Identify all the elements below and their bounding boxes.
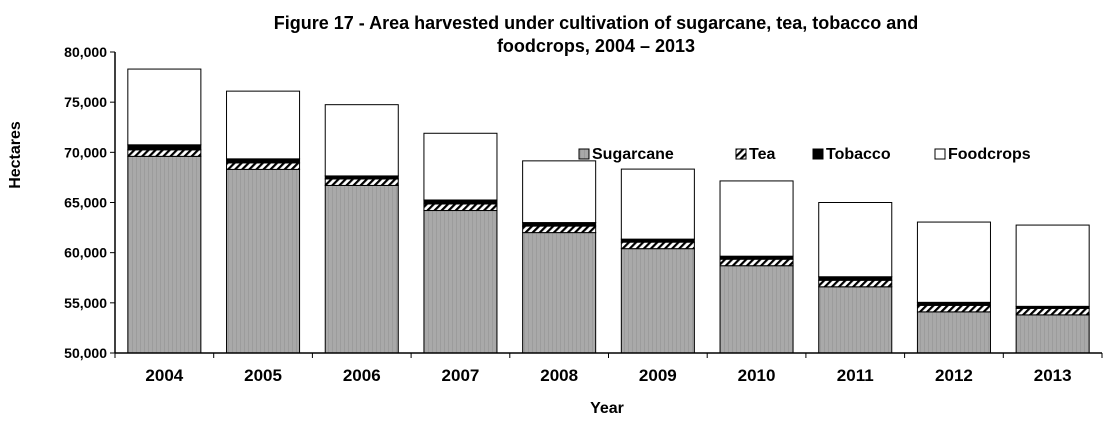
legend: Sugarcane Tea Tobacco Foodcrops (578, 146, 1031, 163)
bar-foodcrops-2004 (127, 68, 202, 146)
y-axis-title: Hectares (7, 121, 24, 189)
y-tick-label: 50,000 (64, 345, 107, 361)
chart-title-line1: Figure 17 - Area harvested under cultiva… (274, 13, 919, 33)
bar-tea-2007 (423, 203, 498, 212)
x-tick-label: 2010 (738, 366, 776, 385)
bar-sugarcane-2012 (916, 311, 991, 354)
legend-label-sugarcane: Sugarcane (592, 146, 674, 163)
x-tick-label: 2007 (442, 366, 480, 385)
bar-foodcrops-2012 (916, 221, 991, 303)
bar-sugarcane-2004 (127, 155, 202, 354)
x-tick-label: 2013 (1034, 366, 1072, 385)
bar-sugarcane-2009 (620, 248, 695, 354)
bar-tobacco-2004 (127, 144, 202, 151)
bar-foodcrops-2006 (324, 104, 399, 177)
bar-tea-2011 (818, 279, 893, 288)
bar-tea-2013 (1015, 307, 1090, 316)
chart-title-line2: foodcrops, 2004 – 2013 (497, 36, 695, 56)
bar-tea-2008 (522, 225, 597, 234)
y-tick-label: 65,000 (64, 195, 107, 211)
bar-sugarcane-2011 (818, 286, 893, 354)
bar-foodcrops-2011 (818, 202, 893, 278)
bar-sugarcane-2010 (719, 265, 794, 354)
bar-foodcrops-2013 (1015, 224, 1090, 307)
bar-tobacco-2011 (818, 276, 893, 281)
bar-tea-2006 (324, 178, 399, 186)
bars-layer (127, 68, 1090, 354)
bar-tea-2004 (127, 149, 202, 157)
legend-swatch-tea (735, 148, 747, 160)
x-tick-label: 2005 (244, 366, 282, 385)
x-axis-title: Year (590, 400, 624, 417)
x-tick-label: 2006 (343, 366, 381, 385)
bar-tea-2010 (719, 258, 794, 267)
legend-swatch-tobacco (812, 148, 824, 160)
bar-sugarcane-2013 (1015, 314, 1090, 354)
bar-tobacco-2007 (423, 199, 498, 205)
bar-sugarcane-2005 (226, 168, 301, 354)
bar-foodcrops-2009 (620, 168, 695, 240)
x-tick-label: 2009 (639, 366, 677, 385)
legend-label-foodcrops: Foodcrops (948, 146, 1031, 163)
x-tick-label: 2004 (145, 366, 183, 385)
legend-swatch-foodcrops (934, 148, 946, 160)
bar-tobacco-2005 (226, 158, 301, 164)
bar-tea-2005 (226, 162, 301, 170)
axes-layer: 50,000 55,000 60,000 65,000 70,000 75,000 80,0… (64, 44, 1103, 385)
x-tick-label: 2011 (837, 366, 874, 385)
y-tick-label: 70,000 (64, 144, 107, 160)
legend-swatch-sugarcane (578, 148, 590, 160)
y-tick-label: 60,000 (64, 245, 107, 261)
bar-tobacco-2008 (522, 222, 597, 227)
bar-sugarcane-2008 (522, 232, 597, 354)
bar-foodcrops-2010 (719, 180, 794, 257)
y-tick-label: 75,000 (64, 94, 107, 110)
bar-foodcrops-2005 (226, 90, 301, 160)
bar-foodcrops-2008 (522, 160, 597, 224)
x-tick-label: 2008 (540, 366, 578, 385)
x-tick-label: 2012 (935, 366, 973, 385)
y-tick-label: 80,000 (64, 44, 107, 60)
y-tick-label: 55,000 (64, 295, 107, 311)
bar-tea-2009 (620, 241, 695, 250)
bar-sugarcane-2007 (423, 210, 498, 354)
legend-label-tea: Tea (749, 146, 775, 163)
bar-foodcrops-2007 (423, 132, 498, 201)
bar-tea-2012 (916, 304, 991, 313)
bar-sugarcane-2006 (324, 184, 399, 354)
legend-label-tobacco: Tobacco (826, 146, 891, 163)
